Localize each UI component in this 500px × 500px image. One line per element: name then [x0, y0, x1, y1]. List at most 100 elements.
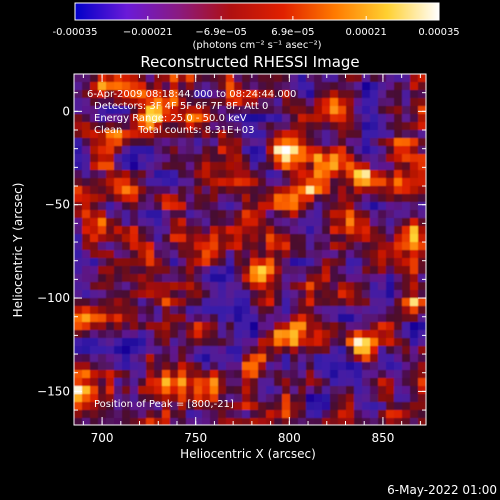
- heatmap-cell: [410, 106, 418, 114]
- heatmap-cell: [418, 370, 426, 378]
- heatmap-cell: [298, 402, 306, 410]
- heatmap-cell: [170, 314, 178, 322]
- heatmap-cell: [194, 138, 202, 146]
- heatmap-cell: [330, 338, 338, 346]
- heatmap-cell: [194, 202, 202, 210]
- heatmap-cell: [378, 394, 386, 402]
- heatmap-cell: [138, 170, 146, 178]
- heatmap-cell: [82, 338, 90, 346]
- heatmap-cell: [210, 338, 218, 346]
- heatmap-cell: [354, 306, 362, 314]
- heatmap-cell: [178, 74, 186, 82]
- heatmap-cell: [186, 202, 194, 210]
- heatmap-cell: [266, 162, 274, 170]
- heatmap-cell: [274, 234, 282, 242]
- heatmap-cell: [186, 266, 194, 274]
- heatmap-cell: [74, 306, 82, 314]
- heatmap-cell: [258, 306, 266, 314]
- heatmap-cell: [346, 178, 354, 186]
- heatmap-cell: [218, 98, 226, 106]
- heatmap-cell: [362, 194, 370, 202]
- heatmap-cell: [354, 234, 362, 242]
- heatmap-cell: [82, 90, 90, 98]
- heatmap-cell: [370, 186, 378, 194]
- heatmap-cell: [218, 218, 226, 226]
- heatmap-cell: [354, 146, 362, 154]
- heatmap-cell: [362, 170, 370, 178]
- heatmap-cell: [114, 410, 122, 418]
- heatmap-cell: [306, 106, 314, 114]
- heatmap-cell: [146, 74, 154, 82]
- heatmap-cell: [202, 234, 210, 242]
- heatmap-cell: [266, 138, 274, 146]
- y-tick-label: −100: [37, 291, 70, 305]
- heatmap-cell: [106, 410, 114, 418]
- heatmap-cell: [194, 418, 202, 425]
- heatmap-cell: [298, 82, 306, 90]
- heatmap-cell: [82, 370, 90, 378]
- heatmap-cell: [218, 138, 226, 146]
- heatmap-cell: [90, 202, 98, 210]
- heatmap-cell: [210, 314, 218, 322]
- heatmap-cell: [82, 114, 90, 122]
- heatmap-cell: [410, 146, 418, 154]
- heatmap-cell: [218, 298, 226, 306]
- heatmap-cell: [274, 242, 282, 250]
- heatmap-cell: [98, 170, 106, 178]
- heatmap-cell: [338, 354, 346, 362]
- heatmap-cell: [106, 354, 114, 362]
- heatmap-cell: [282, 410, 290, 418]
- heatmap-cell: [410, 226, 418, 234]
- heatmap-cell: [210, 250, 218, 258]
- heatmap-cell: [298, 210, 306, 218]
- heatmap-cell: [386, 290, 394, 298]
- heatmap-cell: [346, 90, 354, 98]
- heatmap-cell: [178, 194, 186, 202]
- heatmap-cell: [346, 338, 354, 346]
- heatmap-cell: [178, 410, 186, 418]
- heatmap-cell: [218, 90, 226, 98]
- heatmap-cell: [74, 402, 82, 410]
- heatmap-cell: [314, 362, 322, 370]
- heatmap-cell: [386, 378, 394, 386]
- heatmap-cell: [138, 250, 146, 258]
- heatmap-cell: [210, 90, 218, 98]
- heatmap-cell: [170, 386, 178, 394]
- heatmap-cell: [338, 362, 346, 370]
- heatmap-cell: [242, 130, 250, 138]
- heatmap-cell: [330, 306, 338, 314]
- heatmap-cell: [194, 146, 202, 154]
- heatmap-cell: [138, 106, 146, 114]
- heatmap-cell: [154, 82, 162, 90]
- heatmap-cell: [322, 362, 330, 370]
- heatmap-cell: [250, 250, 258, 258]
- heatmap-cell: [266, 98, 274, 106]
- heatmap-cell: [170, 290, 178, 298]
- heatmap-cell: [394, 178, 402, 186]
- heatmap-cell: [106, 378, 114, 386]
- heatmap-cell: [226, 178, 234, 186]
- heatmap-cell: [178, 242, 186, 250]
- heatmap-cell: [354, 242, 362, 250]
- heatmap-cell: [218, 402, 226, 410]
- heatmap-cell: [394, 274, 402, 282]
- heatmap-cell: [234, 306, 242, 314]
- heatmap-cell: [82, 178, 90, 186]
- heatmap-cell: [162, 330, 170, 338]
- heatmap-cell: [170, 114, 178, 122]
- heatmap-cell: [314, 234, 322, 242]
- heatmap-cell: [210, 122, 218, 130]
- heatmap-cell: [194, 314, 202, 322]
- heatmap-cell: [266, 258, 274, 266]
- heatmap-cell: [226, 322, 234, 330]
- heatmap-cell: [258, 106, 266, 114]
- heatmap-cell: [402, 98, 410, 106]
- heatmap-cell: [226, 402, 234, 410]
- heatmap-cell: [274, 122, 282, 130]
- heatmap-cell: [410, 274, 418, 282]
- heatmap-cell: [314, 290, 322, 298]
- heatmap-cell: [122, 314, 130, 322]
- heatmap-cell: [282, 194, 290, 202]
- heatmap-cell: [114, 122, 122, 130]
- heatmap-cell: [242, 282, 250, 290]
